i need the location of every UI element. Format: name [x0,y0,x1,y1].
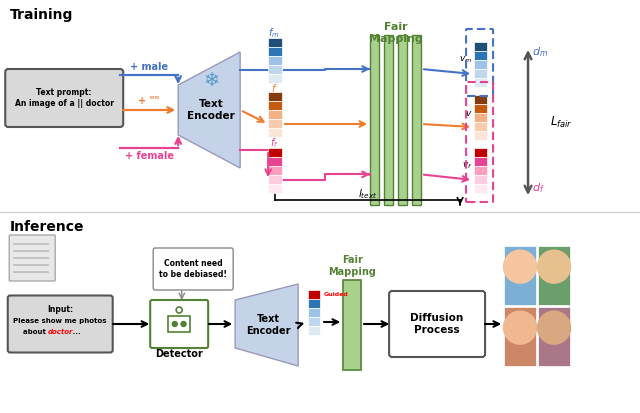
Bar [308,290,320,299]
Text: Guided: Guided [324,292,349,297]
Bar [268,74,282,83]
Text: Training: Training [10,8,74,22]
Circle shape [181,321,186,327]
Bar [474,69,486,78]
Bar [474,104,486,113]
Bar [474,175,486,184]
Bar [474,131,486,140]
Text: $v_m$: $v_m$ [459,55,472,65]
Bar [268,47,282,56]
Bar [474,42,486,51]
Text: $f$: $f$ [271,82,278,94]
Bar [474,166,486,175]
Text: $v$: $v$ [465,109,472,118]
Text: Fair
Mapping: Fair Mapping [369,22,422,44]
Bar [308,299,320,308]
Bar [370,35,379,205]
Bar [474,51,486,60]
Bar [474,78,486,87]
FancyBboxPatch shape [8,295,113,353]
Text: about: about [23,329,48,335]
Text: $L_{fair}$: $L_{fair}$ [550,115,573,130]
Text: Text
Encoder: Text Encoder [188,99,235,121]
Bar [268,38,282,47]
Polygon shape [235,284,298,366]
Text: Diffusion
Process: Diffusion Process [410,313,464,335]
Circle shape [538,311,570,344]
Text: doctor: doctor [48,329,74,335]
Bar [268,119,282,128]
Text: Text
Encoder: Text Encoder [246,314,291,336]
FancyBboxPatch shape [5,69,124,127]
Text: Input:: Input: [47,306,74,315]
Bar [474,113,486,122]
Bar [308,317,320,326]
Circle shape [504,311,536,344]
Bar [308,308,320,317]
Text: ❄: ❄ [203,71,220,90]
Bar [412,35,421,205]
Bar [168,316,190,332]
Text: $v_f$: $v_f$ [461,161,472,171]
Bar [538,307,570,366]
Bar [474,148,486,157]
Bar [268,166,282,175]
Bar [474,60,486,69]
Bar [268,65,282,74]
Circle shape [172,321,177,327]
Polygon shape [178,52,240,168]
Circle shape [538,250,570,283]
Text: Text prompt:
An image of a || doctor: Text prompt: An image of a || doctor [15,88,114,108]
Bar [474,157,486,166]
Text: + "": + "" [138,96,160,106]
Bar [538,246,570,305]
Bar [268,92,282,101]
Text: Detector: Detector [156,349,203,359]
Text: ...: ... [70,329,81,335]
Circle shape [504,250,536,283]
Bar [268,101,282,110]
Bar [474,184,486,193]
Text: $f_f$: $f_f$ [270,136,278,150]
Bar [308,326,320,335]
Bar [268,56,282,65]
Text: + male: + male [130,62,168,72]
FancyBboxPatch shape [153,248,233,290]
Text: Please show me photos: Please show me photos [13,318,107,324]
Text: Content need
to be debiased!: Content need to be debiased! [159,259,227,279]
Bar [268,148,282,157]
Text: Fair
Mapping: Fair Mapping [328,255,376,277]
FancyBboxPatch shape [150,300,208,348]
Bar [308,290,320,299]
Bar [398,35,407,205]
Text: $d_f$: $d_f$ [532,181,545,195]
Bar [474,95,486,104]
Bar [268,184,282,193]
Bar [474,122,486,131]
Text: Inference: Inference [10,220,84,234]
Bar [268,175,282,184]
Bar [268,157,282,166]
Bar [268,110,282,119]
Text: $d_m$: $d_m$ [532,45,548,59]
Bar [343,280,361,370]
Text: $f_m$: $f_m$ [268,26,280,40]
Text: + female: + female [125,151,173,161]
Bar [504,246,536,305]
FancyBboxPatch shape [389,291,485,357]
Text: $l_{text}$: $l_{text}$ [358,187,378,201]
Bar [384,35,393,205]
Bar [504,307,536,366]
Bar [268,128,282,137]
FancyBboxPatch shape [9,235,55,281]
